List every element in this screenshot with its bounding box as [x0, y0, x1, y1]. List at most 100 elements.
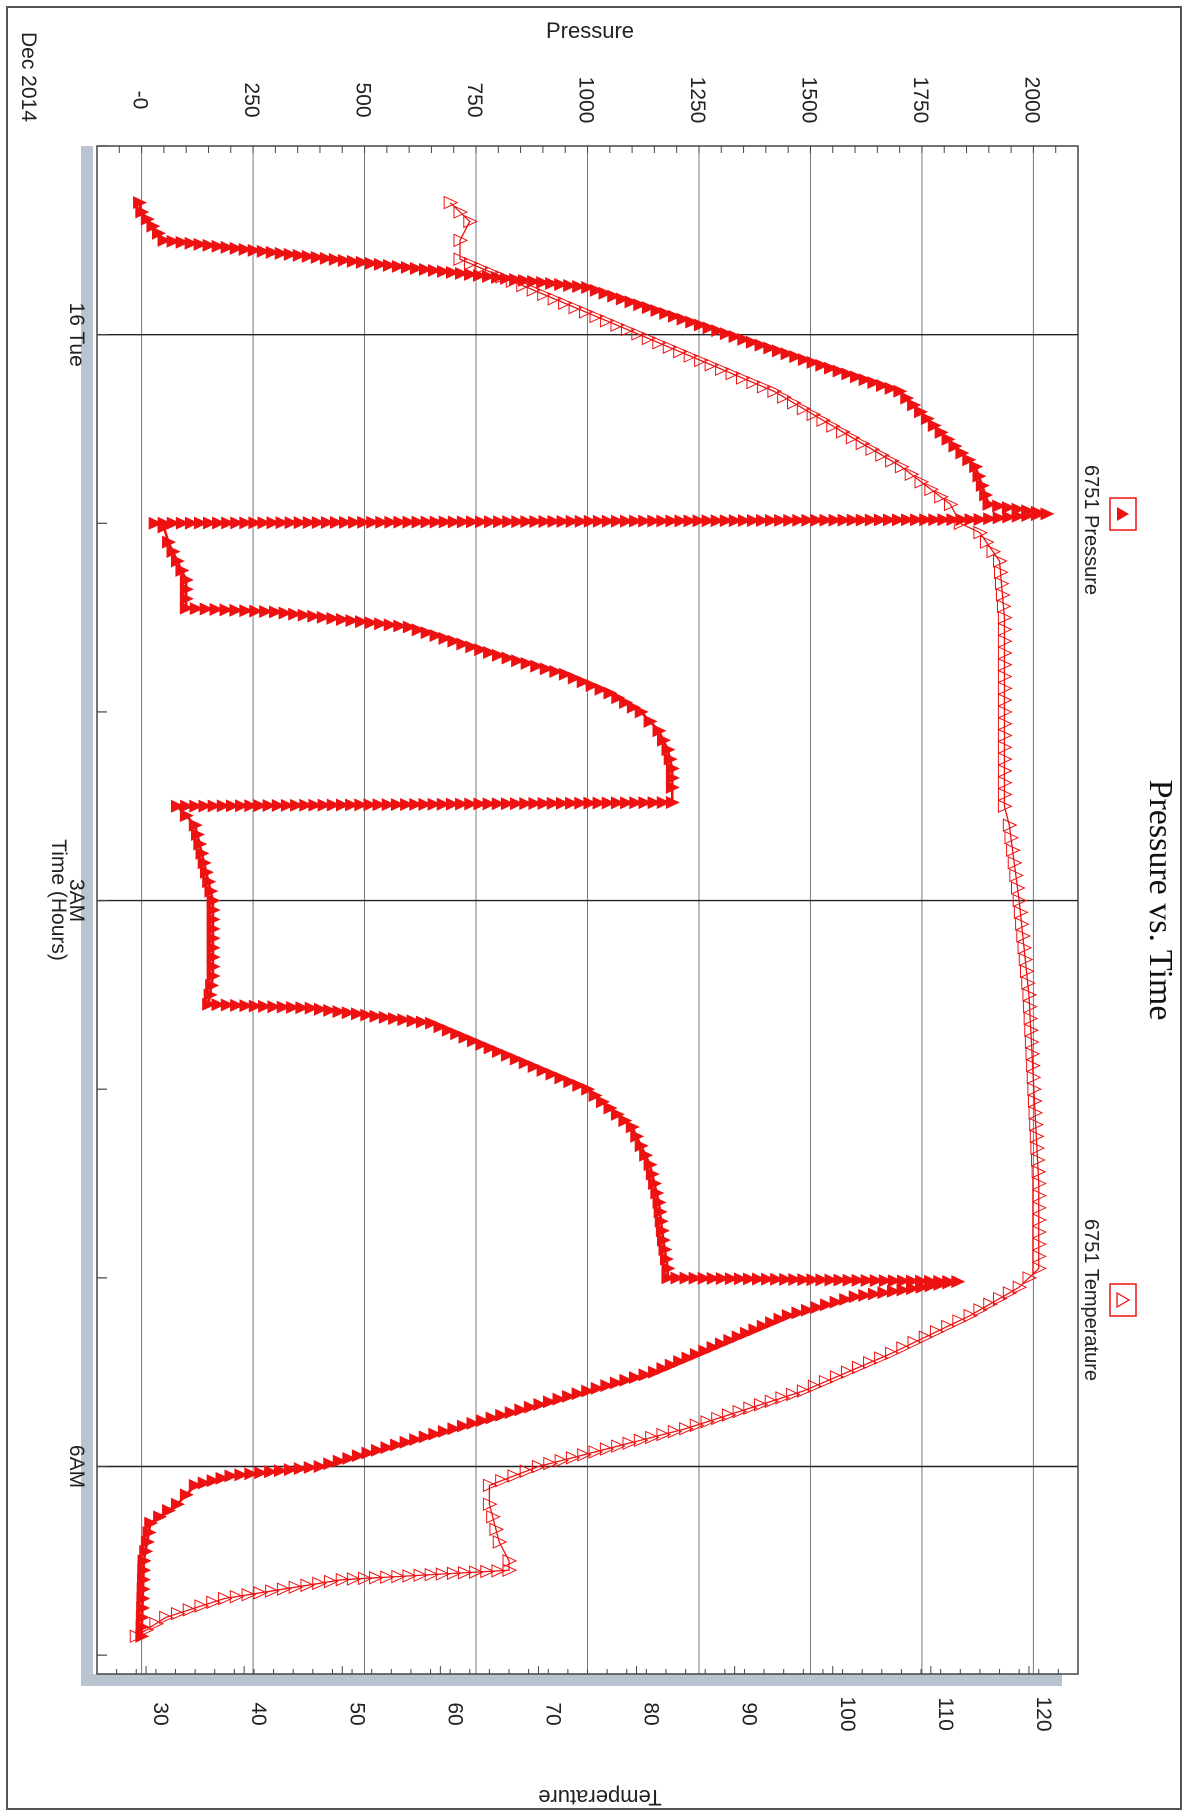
temperature-marker — [641, 331, 657, 346]
pressure-marker — [326, 611, 341, 625]
pressure-marker — [378, 1010, 393, 1024]
temperature-marker — [229, 1589, 245, 1604]
pressure-tick-label: 1250 — [686, 77, 709, 124]
pressure-marker — [256, 244, 271, 258]
pressure-marker — [661, 743, 676, 757]
pressure-marker — [418, 262, 433, 276]
temperature-marker — [786, 1387, 801, 1402]
pressure-marker — [438, 631, 453, 645]
temperature-marker — [206, 1595, 221, 1610]
pressure-marker — [520, 656, 535, 670]
temperature-marker — [453, 252, 469, 266]
temperature-marker — [129, 1629, 145, 1644]
temperature-marker — [1011, 881, 1026, 895]
temperature-marker — [700, 1415, 716, 1429]
pressure-marker — [934, 425, 949, 439]
pressure-marker — [474, 643, 489, 657]
pressure-marker — [204, 884, 219, 898]
pressure-marker — [135, 1620, 150, 1634]
pressure-marker — [563, 1075, 578, 1089]
pressure-marker — [323, 1003, 338, 1017]
temperature-marker — [973, 1303, 989, 1317]
pressure-tick-label: 1750 — [909, 77, 932, 124]
temperature-marker — [806, 407, 822, 422]
pressure-marker — [420, 626, 435, 640]
pressure-marker — [761, 1272, 776, 1286]
temperature-marker — [453, 233, 469, 248]
pressure-marker — [572, 280, 587, 293]
pressure-marker — [639, 1148, 654, 1162]
pressure-marker — [137, 1563, 152, 1577]
temperature-marker — [997, 669, 1013, 684]
temperature-marker — [611, 1439, 626, 1453]
pressure-marker — [475, 1037, 490, 1051]
temperature-marker — [543, 1456, 558, 1471]
pressure-marker — [706, 1271, 721, 1285]
pressure-marker — [969, 460, 984, 474]
pressure-marker — [500, 1048, 515, 1062]
pressure-marker — [436, 264, 452, 278]
temperature-marker — [1015, 917, 1030, 931]
pressure-marker — [878, 1274, 893, 1288]
pressure-marker — [951, 1275, 966, 1289]
pressure-marker — [527, 1060, 542, 1074]
temperature-tick-label: 70 — [541, 1702, 564, 1725]
pressure-marker — [199, 602, 214, 616]
pressure-marker — [301, 249, 316, 263]
pressure-marker — [229, 241, 244, 255]
temperature-marker — [983, 1297, 998, 1312]
pressure-marker — [630, 1129, 645, 1143]
pressure-marker — [211, 998, 226, 1012]
temperature-marker — [711, 1411, 726, 1426]
temperature-marker — [1016, 929, 1032, 943]
pressure-marker — [941, 432, 956, 446]
pressure-marker — [297, 608, 312, 622]
pressure-marker — [473, 268, 488, 282]
temperature-marker — [1026, 1070, 1042, 1085]
pressure-marker — [441, 1023, 456, 1037]
pressure-marker — [391, 259, 406, 273]
temperature-marker — [704, 358, 720, 372]
pressure-marker — [170, 554, 185, 568]
temperature-marker — [620, 322, 636, 337]
pressure-marker — [860, 1273, 875, 1287]
pressure-marker — [554, 278, 569, 291]
temperature-marker — [1017, 940, 1033, 955]
temperature-marker — [997, 764, 1013, 778]
axes-layer: -0 250 500 750 1000 1250 1500 1750 2000 30 40 50 60 7… — [65, 77, 1079, 1732]
temperature-marker — [952, 1314, 968, 1328]
temperature-marker — [885, 454, 900, 468]
temperature-marker — [516, 278, 531, 293]
pressure-marker — [465, 640, 480, 654]
pressure-marker — [948, 439, 963, 453]
pressure-marker — [982, 497, 997, 511]
temperature-marker — [489, 1522, 505, 1537]
temperature-marker — [519, 1464, 535, 1478]
pressure-marker — [188, 1478, 203, 1492]
temperature-marker — [894, 459, 910, 474]
temperature-marker — [265, 1584, 280, 1598]
pressure-marker — [220, 998, 235, 1012]
temperature-marker — [963, 1308, 979, 1323]
temperature-tick-label: 120 — [1032, 1696, 1055, 1731]
temperature-marker — [507, 1469, 523, 1483]
pressure-marker — [645, 1167, 660, 1181]
pressure-marker — [884, 381, 899, 395]
series-layer — [129, 195, 1055, 1644]
pressure-marker — [166, 545, 181, 559]
temperature-marker — [537, 287, 552, 302]
temperature-marker — [997, 622, 1013, 637]
pressure-marker — [133, 196, 148, 210]
pressure-marker — [456, 637, 471, 651]
temperature-marker — [531, 1459, 547, 1474]
pressure-marker — [206, 950, 221, 964]
pressure-marker — [900, 391, 915, 405]
legend-pressure-label: 6751 Pressure — [1080, 465, 1102, 595]
temperature-marker — [1032, 1213, 1047, 1227]
temperature-marker — [253, 1586, 269, 1600]
pressure-marker — [875, 379, 891, 392]
pressure-tick-label: 1500 — [797, 77, 820, 124]
temperature-marker — [1002, 1286, 1018, 1300]
temperature-marker — [997, 693, 1013, 707]
pressure-marker — [545, 276, 560, 290]
